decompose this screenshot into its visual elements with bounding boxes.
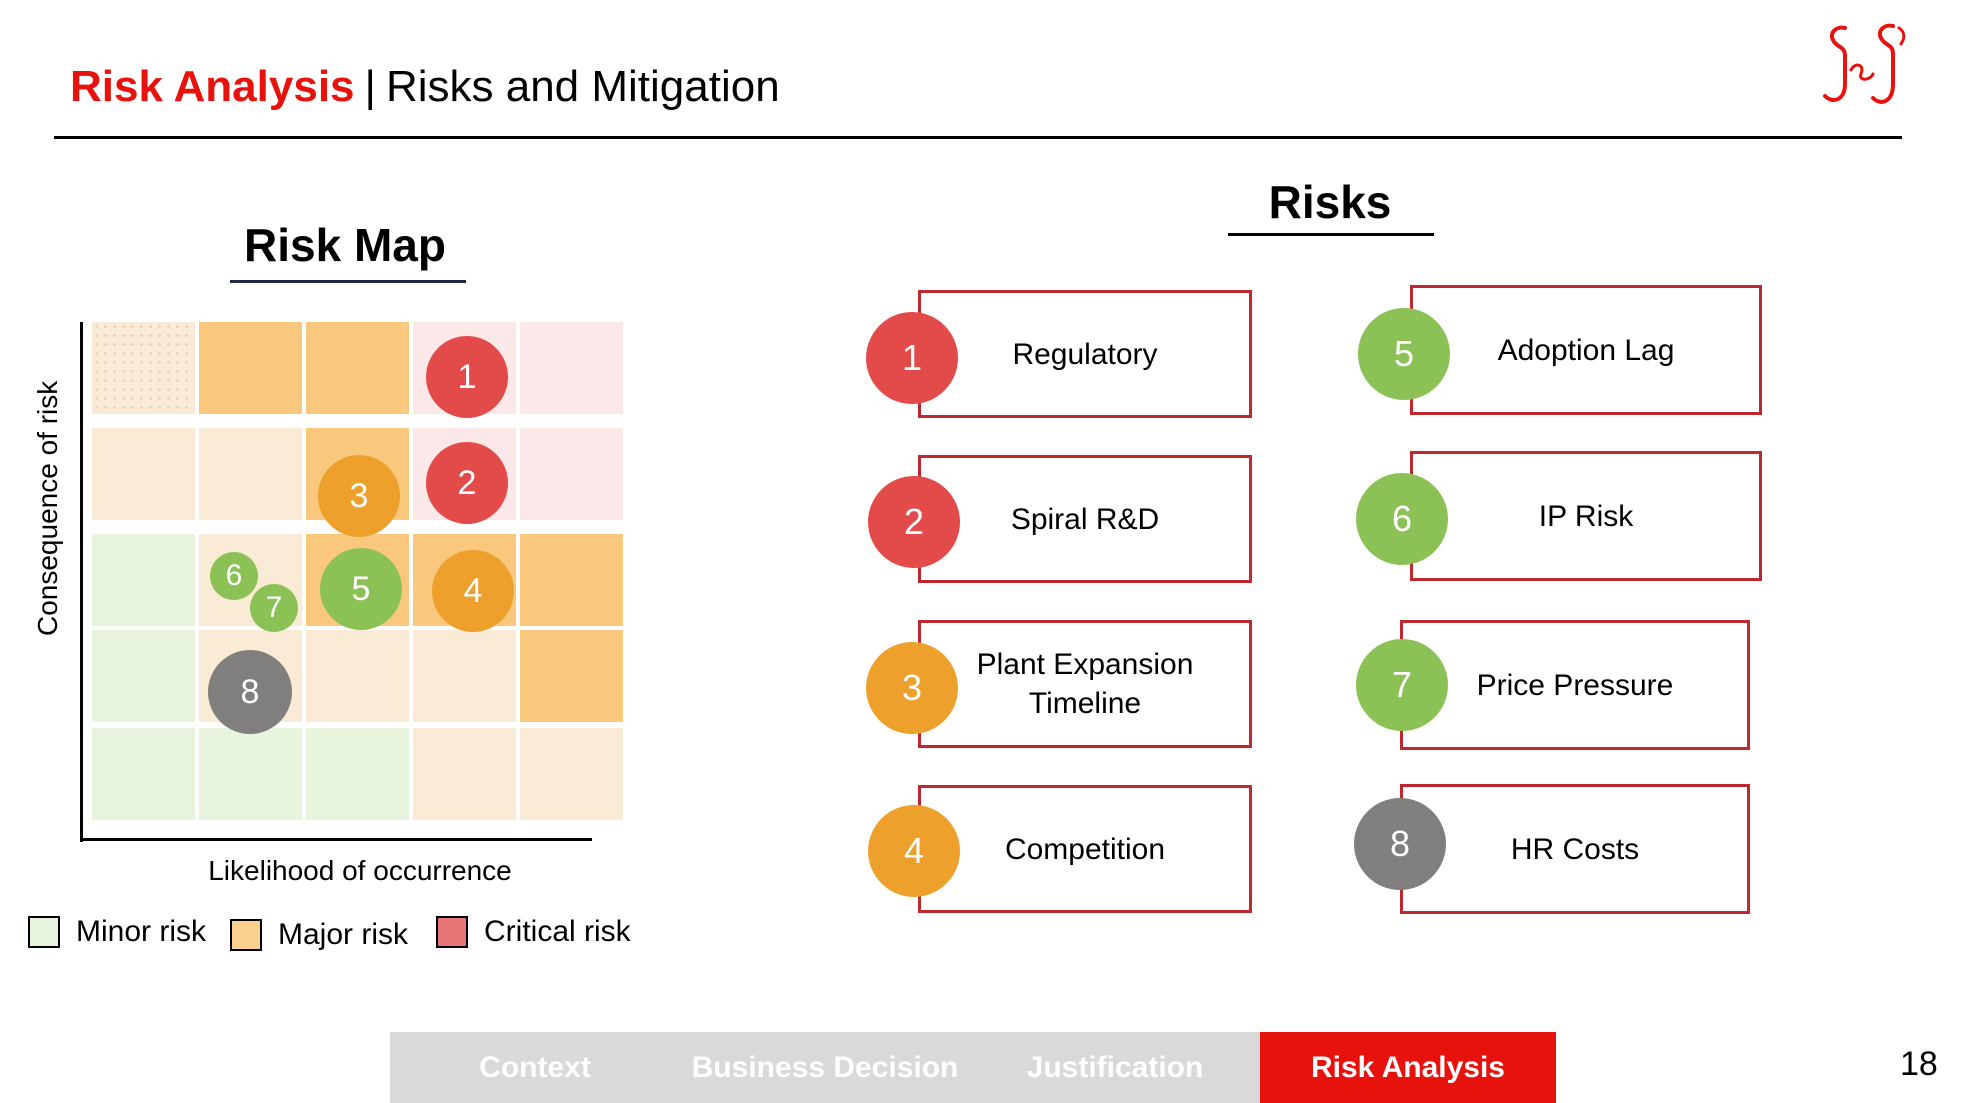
risk-bubble-2: 2 [426, 442, 508, 524]
risk-card-7: Price Pressure [1400, 620, 1750, 750]
risk-label: HR Costs [1510, 832, 1640, 866]
legend-swatch-critical [436, 916, 468, 948]
matrix-cell [518, 320, 625, 416]
risk-bubble-4: 4 [432, 550, 514, 632]
risk-card-4: Competition [918, 785, 1252, 913]
legend-major: Major risk [230, 918, 408, 952]
risk-label: Spiral R&D [1010, 502, 1160, 536]
risk-label: Adoption Lag [1497, 333, 1675, 367]
risk-card-1: Regulatory [918, 290, 1252, 418]
section-nav: Context Business Decision Justification … [390, 1032, 1556, 1103]
page-number: 18 [1900, 1045, 1938, 1083]
risk-bubble-6: 6 [210, 552, 258, 600]
matrix-cell [518, 628, 625, 724]
nav-tab-context[interactable]: Context [390, 1032, 680, 1103]
risk-number-2: 2 [868, 476, 960, 568]
title-separator: | [364, 62, 376, 111]
risk-map-title-underline [230, 280, 466, 283]
matrix-cell [90, 628, 197, 724]
header-divider [54, 136, 1902, 139]
matrix-cell [518, 726, 625, 822]
legend-minor: Minor risk [28, 915, 206, 949]
risk-card-3: Plant Expansion Timeline [918, 620, 1252, 748]
risk-number-3: 3 [866, 642, 958, 734]
title-accent: Risk Analysis [70, 62, 355, 111]
matrix-cell [197, 320, 304, 416]
legend-swatch-minor [28, 916, 60, 948]
risk-bubble-7: 7 [250, 584, 298, 632]
risk-number-5: 5 [1358, 308, 1450, 400]
x-axis [80, 838, 592, 841]
nav-tab-business-decision[interactable]: Business Decision [680, 1032, 970, 1103]
y-axis-label: Consequence of risk [32, 380, 63, 636]
risk-bubble-8: 8 [208, 650, 292, 734]
risks-title: Risks [1268, 176, 1392, 228]
nav-tab-justification[interactable]: Justification [970, 1032, 1260, 1103]
risk-map-title: Risk Map [244, 219, 446, 271]
jnj-logo [1815, 22, 1910, 110]
risk-bubble-1: 1 [426, 336, 508, 418]
matrix-cell [518, 426, 625, 522]
risk-card-5: Adoption Lag [1410, 285, 1762, 415]
nav-tab-risk-analysis[interactable]: Risk Analysis [1260, 1032, 1556, 1103]
risk-number-4: 4 [868, 805, 960, 897]
risk-label: Regulatory [1012, 337, 1158, 371]
risks-title-underline [1228, 233, 1434, 236]
matrix-cell [197, 726, 304, 822]
matrix-cell [197, 426, 304, 522]
matrix-cell [411, 726, 518, 822]
matrix-cell [411, 628, 518, 724]
matrix-cell [90, 532, 197, 628]
title-rest: Risks and Mitigation [385, 62, 780, 111]
matrix-cell [304, 628, 411, 724]
x-axis-label: Likelihood of occurrence [208, 855, 512, 886]
risk-label: Plant Expansion Timeline [976, 648, 1194, 720]
matrix-cell [304, 320, 411, 416]
risk-bubble-3: 3 [318, 455, 400, 537]
risk-label: Price Pressure [1476, 668, 1674, 702]
y-axis [80, 322, 83, 842]
legend-label-critical: Critical risk [484, 915, 631, 948]
risk-number-1: 1 [866, 312, 958, 404]
risk-bubble-5: 5 [320, 548, 402, 630]
legend-label-minor: Minor risk [76, 915, 207, 948]
risk-number-7: 7 [1356, 639, 1448, 731]
risk-card-6: IP Risk [1410, 451, 1762, 581]
matrix-cell [90, 426, 197, 522]
page-title: Risk Analysis | Risks and Mitigation [70, 62, 780, 112]
risk-label: Competition [1004, 832, 1166, 866]
matrix-cell [518, 532, 625, 628]
legend-swatch-major [230, 919, 262, 951]
matrix-cell [90, 320, 197, 416]
risk-label: IP Risk [1538, 499, 1634, 533]
risk-number-8: 8 [1354, 798, 1446, 890]
risk-card-2: Spiral R&D [918, 455, 1252, 583]
risk-matrix: 1 2 3 4 5 6 7 8 [90, 320, 630, 832]
legend-critical: Critical risk [436, 915, 631, 949]
risk-number-6: 6 [1356, 473, 1448, 565]
risk-card-8: HR Costs [1400, 784, 1750, 914]
matrix-cell [304, 726, 411, 822]
matrix-cell [90, 726, 197, 822]
legend-label-major: Major risk [278, 918, 409, 951]
